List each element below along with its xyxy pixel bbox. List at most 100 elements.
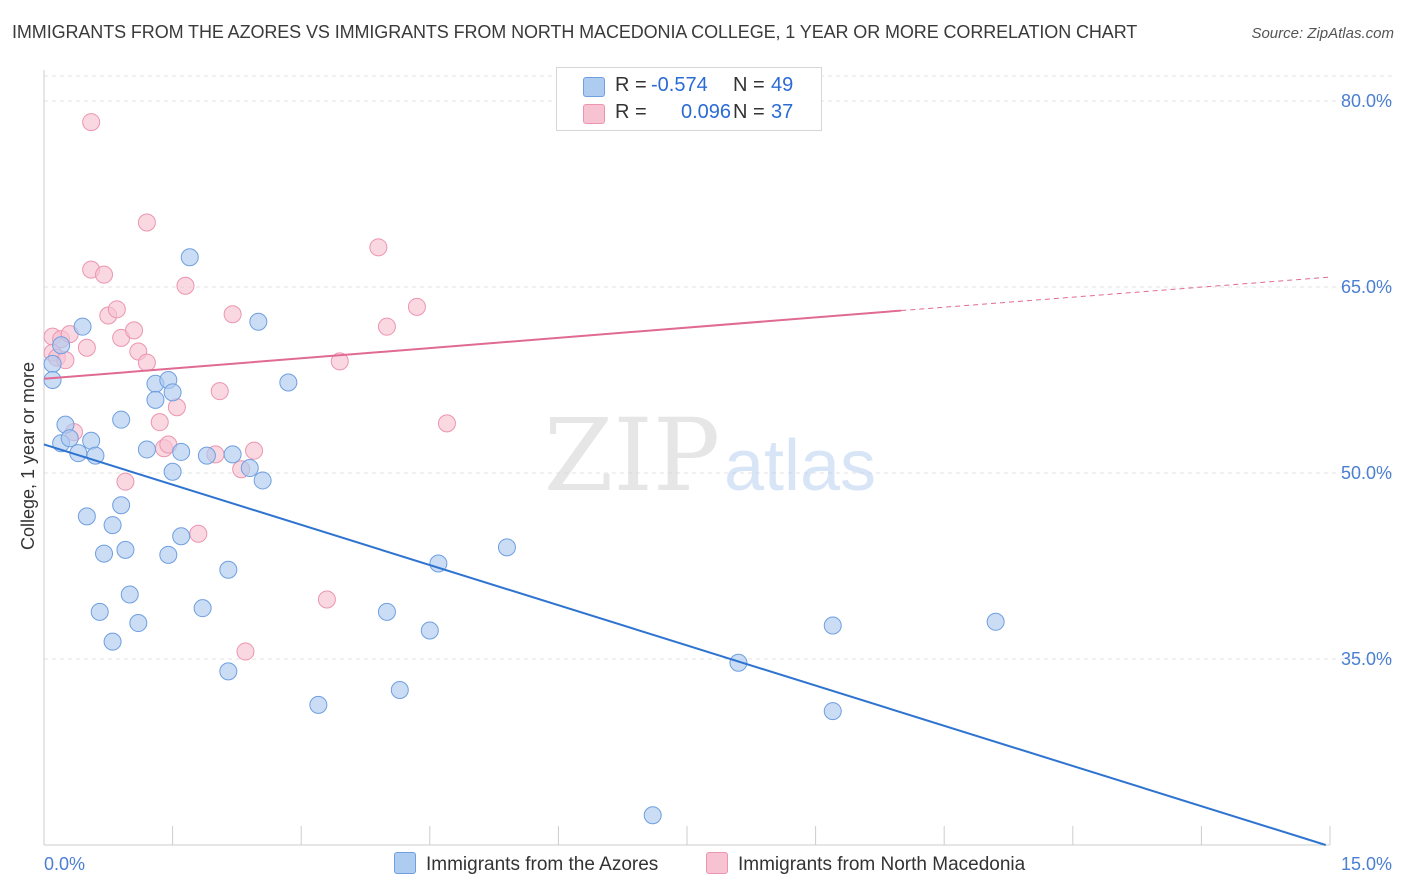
legend-swatch-north-macedonia	[583, 104, 605, 124]
data-point-north-macedonia	[369, 238, 388, 257]
data-point-north-macedonia	[377, 317, 396, 336]
data-point-azores	[60, 429, 79, 448]
data-point-north-macedonia	[107, 300, 126, 319]
data-point-azores	[420, 621, 439, 640]
bottom-legend-azores: Immigrants from the Azores	[394, 852, 658, 876]
data-point-azores	[429, 554, 448, 573]
data-point-azores	[52, 336, 71, 355]
data-point-north-macedonia	[407, 297, 426, 316]
data-point-azores	[146, 390, 165, 409]
data-point-azores	[497, 538, 516, 557]
data-point-azores	[90, 602, 109, 621]
legend-swatch-azores	[583, 77, 605, 97]
data-point-north-macedonia	[330, 352, 349, 371]
data-point-azores	[377, 602, 396, 621]
data-point-north-macedonia	[116, 472, 135, 491]
data-point-azores	[643, 806, 662, 825]
data-point-azores	[43, 371, 62, 389]
data-point-azores	[223, 445, 242, 464]
data-point-north-macedonia	[317, 590, 336, 609]
trend-line-azores	[43, 443, 1327, 846]
data-point-azores	[159, 545, 178, 564]
data-point-azores	[279, 373, 298, 392]
data-point-north-macedonia	[137, 353, 156, 372]
bottom-legend-swatch-azores	[394, 852, 416, 874]
data-point-azores	[253, 471, 272, 490]
data-point-azores	[120, 585, 139, 604]
series-azores-points	[43, 248, 1005, 825]
legend: R = -0.574 N = 49 R = 0.096 N = 37	[556, 67, 822, 131]
y-axis-label: College, 1 year or more	[18, 362, 38, 550]
data-point-azores	[112, 496, 131, 515]
data-point-azores	[172, 527, 191, 546]
axes	[43, 70, 1331, 846]
legend-r-label: R =	[615, 101, 647, 123]
data-point-azores	[823, 702, 842, 721]
data-point-azores	[116, 540, 135, 559]
data-point-north-macedonia	[137, 213, 156, 232]
source-label: Source: ZipAtlas.com	[1251, 25, 1394, 42]
bottom-legend-north-macedonia: Immigrants from North Macedonia	[706, 852, 1025, 876]
watermark-zip: ZIP	[544, 397, 720, 514]
x-tick-labels: 0.0% 15.0%	[44, 854, 1392, 874]
series-north-macedonia-points	[43, 113, 456, 661]
data-point-north-macedonia	[77, 338, 96, 357]
data-point-azores	[240, 459, 259, 478]
legend-n-label: N =	[733, 74, 765, 96]
data-point-azores	[82, 431, 101, 450]
data-point-azores	[729, 653, 748, 672]
y-tick-label: 65.0%	[1341, 277, 1392, 297]
data-point-north-macedonia	[150, 413, 169, 432]
x-tick-label: 15.0%	[1341, 854, 1392, 874]
bottom-legend-label-azores: Immigrants from the Azores	[426, 854, 659, 875]
data-point-azores	[73, 317, 92, 336]
data-point-north-macedonia	[95, 265, 114, 284]
trend-lines	[43, 276, 1331, 846]
watermark-atlas: atlas	[724, 426, 876, 506]
bottom-legend-swatch-north-macedonia	[706, 852, 728, 874]
trend-line-north-macedonia	[43, 309, 902, 380]
bottom-legend-label-north-macedonia: Immigrants from North Macedonia	[738, 854, 1026, 875]
legend-r-value: -0.574	[651, 74, 708, 96]
data-point-north-macedonia	[176, 276, 195, 295]
data-point-azores	[193, 599, 212, 618]
data-point-azores	[103, 632, 122, 651]
data-point-azores	[95, 544, 114, 563]
data-point-azores	[103, 516, 122, 535]
data-point-north-macedonia	[245, 441, 264, 460]
y-tick-label: 50.0%	[1341, 463, 1392, 483]
data-point-north-macedonia	[82, 113, 101, 132]
data-point-azores	[172, 442, 191, 461]
legend-n-value: 37	[771, 101, 794, 123]
legend-r-label: R =	[615, 74, 647, 96]
y-tick-labels: 35.0% 50.0% 65.0% 80.0%	[1341, 91, 1392, 669]
data-point-north-macedonia	[223, 305, 242, 324]
trend-line-north-macedonia-extension	[901, 276, 1331, 312]
y-tick-label: 80.0%	[1341, 91, 1392, 111]
data-point-north-macedonia	[236, 642, 255, 661]
data-point-azores	[163, 462, 182, 481]
data-point-azores	[77, 507, 96, 526]
x-tick-label: 0.0%	[44, 854, 85, 874]
data-point-north-macedonia	[167, 398, 186, 417]
data-point-north-macedonia	[125, 321, 144, 340]
data-point-azores	[249, 312, 268, 331]
data-point-azores	[823, 616, 842, 635]
data-point-azores	[163, 383, 182, 402]
data-point-north-macedonia	[437, 414, 456, 433]
data-point-azores	[180, 248, 199, 267]
chart-title: IMMIGRANTS FROM THE AZORES VS IMMIGRANTS…	[12, 22, 1138, 42]
legend-r-value: 0.096	[681, 101, 732, 123]
data-point-azores	[986, 612, 1005, 631]
data-point-azores	[112, 410, 131, 429]
data-point-azores	[197, 446, 216, 465]
data-point-azores	[137, 440, 156, 459]
legend-n-label: N =	[733, 101, 765, 123]
grid-lines	[44, 75, 1392, 660]
data-point-azores	[390, 681, 409, 699]
data-point-azores	[219, 662, 238, 681]
data-point-north-macedonia	[189, 524, 208, 543]
data-point-azores	[129, 614, 148, 633]
data-point-azores	[309, 695, 328, 714]
data-point-azores	[219, 560, 238, 579]
